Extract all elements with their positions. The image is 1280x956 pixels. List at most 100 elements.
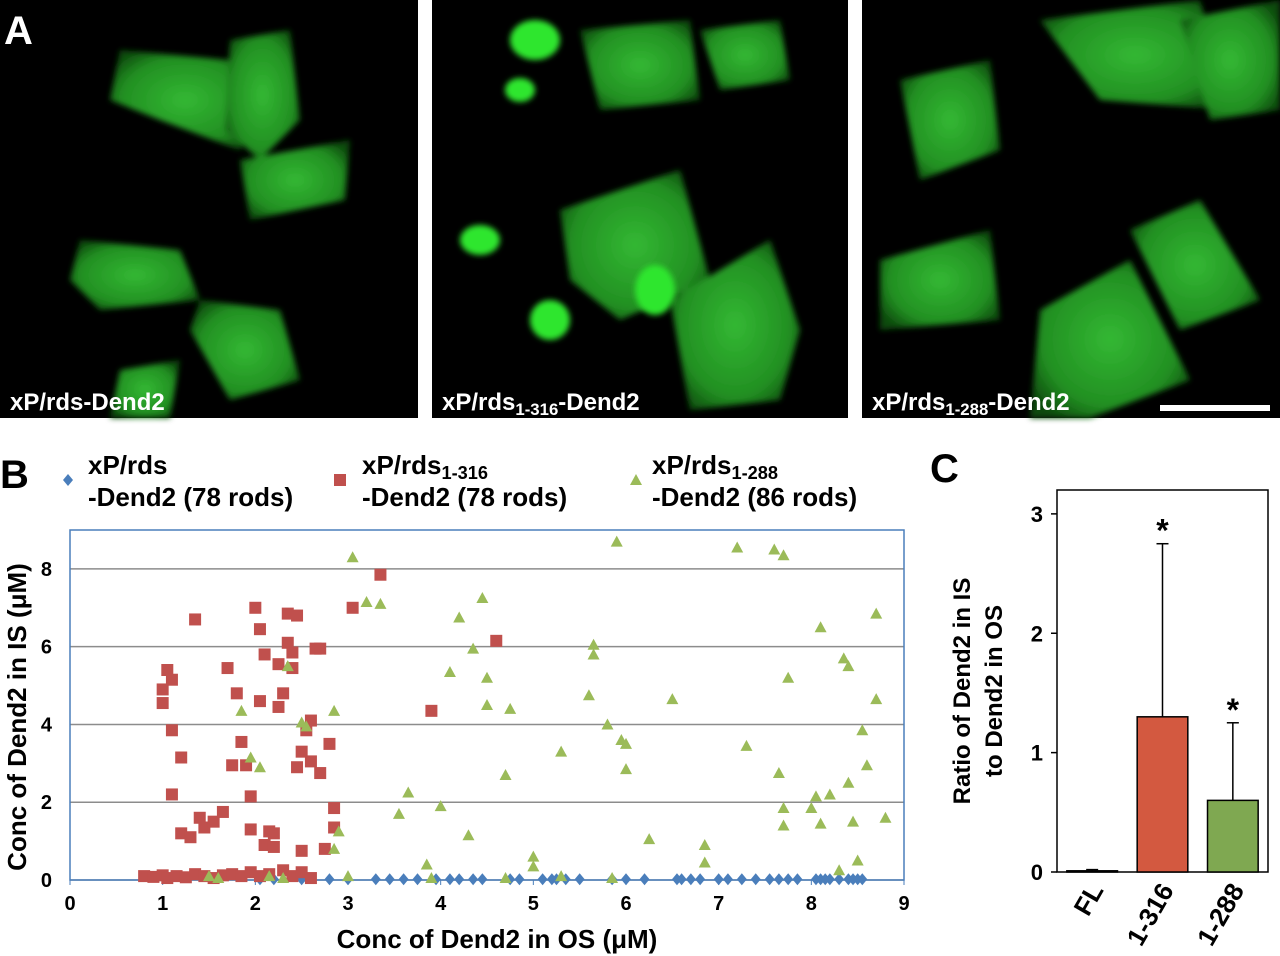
point [253, 695, 266, 708]
point [468, 873, 479, 886]
point [370, 873, 381, 886]
point [504, 702, 517, 714]
y-tick-label: 6 [41, 637, 52, 659]
point [258, 648, 271, 661]
point [857, 873, 868, 886]
point [514, 873, 525, 886]
point [783, 873, 794, 886]
point [342, 870, 354, 882]
y-tick-label: 0 [41, 870, 52, 892]
cell [1180, 0, 1280, 120]
point [722, 873, 733, 886]
point [499, 769, 512, 780]
point [834, 873, 845, 886]
cell [1030, 260, 1190, 418]
point [860, 759, 873, 771]
point [267, 827, 280, 840]
point [189, 613, 202, 626]
plot-border [69, 529, 905, 881]
point [156, 683, 169, 696]
point [304, 755, 317, 768]
y-axis-title: to Dend2 in OS [981, 605, 1008, 777]
label-text: xP/rds [10, 389, 83, 416]
point [698, 839, 711, 850]
x-tick-label: 4 [435, 893, 447, 915]
bar [1206, 799, 1259, 873]
cell [880, 230, 1000, 330]
point [824, 873, 835, 886]
point [467, 642, 480, 654]
point [295, 866, 308, 879]
point [425, 704, 438, 717]
point [267, 840, 280, 853]
label-subscript: 1-288 [732, 463, 779, 483]
point [286, 870, 299, 883]
point [216, 805, 229, 818]
point [621, 873, 631, 886]
point [300, 720, 313, 732]
y-tick-label: 1 [1031, 741, 1043, 766]
y-tick-label: 3 [1031, 502, 1043, 527]
point [249, 601, 262, 614]
point [161, 664, 174, 676]
x-tick-label: 3 [342, 893, 353, 915]
point [425, 872, 438, 884]
x-axis-title: Conc of Dend2 in OS (μM) [337, 924, 658, 954]
label-text: -Dend2 [83, 389, 164, 416]
point [601, 718, 614, 730]
point [346, 551, 359, 563]
point [277, 872, 290, 884]
x-tick-label: 8 [806, 893, 817, 915]
point [277, 687, 290, 700]
point [444, 873, 455, 886]
point [587, 648, 600, 660]
point [281, 607, 294, 620]
point [527, 860, 540, 872]
label-subscript: 1-288 [945, 400, 988, 419]
point [184, 831, 197, 844]
aggregate [510, 20, 560, 60]
point [870, 693, 883, 705]
point [527, 850, 540, 862]
point [420, 858, 433, 870]
point [777, 819, 790, 831]
label-text: xP/rds [652, 450, 732, 480]
point [462, 829, 475, 841]
point [295, 745, 308, 758]
point [392, 807, 405, 819]
point [412, 873, 423, 886]
point [165, 724, 178, 737]
significance-marker: * [1227, 692, 1240, 728]
y-axis-title: Conc of Dend2 in IS (μM) [2, 563, 32, 871]
point [643, 833, 656, 845]
panel-label: A [4, 9, 33, 53]
point [454, 873, 465, 886]
label-text: -Dend2 [988, 389, 1069, 416]
point [170, 870, 183, 883]
x-tick-label: 1-288 [1191, 878, 1250, 951]
bar [1066, 870, 1119, 873]
label: xP/rds1-288-Dend2 [872, 389, 1070, 419]
label-text: -Dend2 (78 rods) [362, 482, 567, 512]
point [587, 638, 600, 650]
point [666, 693, 679, 705]
y-tick-label: 2 [1031, 621, 1043, 646]
point [323, 737, 336, 750]
y-tick-label: 0 [1031, 860, 1043, 885]
x-tick-label: 6 [620, 893, 631, 915]
point [226, 868, 239, 881]
point [328, 842, 341, 854]
point [277, 864, 290, 877]
point [156, 697, 169, 710]
point [272, 658, 285, 671]
point [193, 811, 206, 824]
label: xP/rds1-316-Dend2 [442, 389, 640, 419]
point [695, 873, 706, 886]
point [731, 541, 744, 553]
point [212, 872, 225, 884]
point [434, 800, 447, 812]
panel-label: C [930, 447, 959, 491]
point [620, 737, 632, 749]
point [374, 597, 387, 609]
point [147, 870, 160, 883]
